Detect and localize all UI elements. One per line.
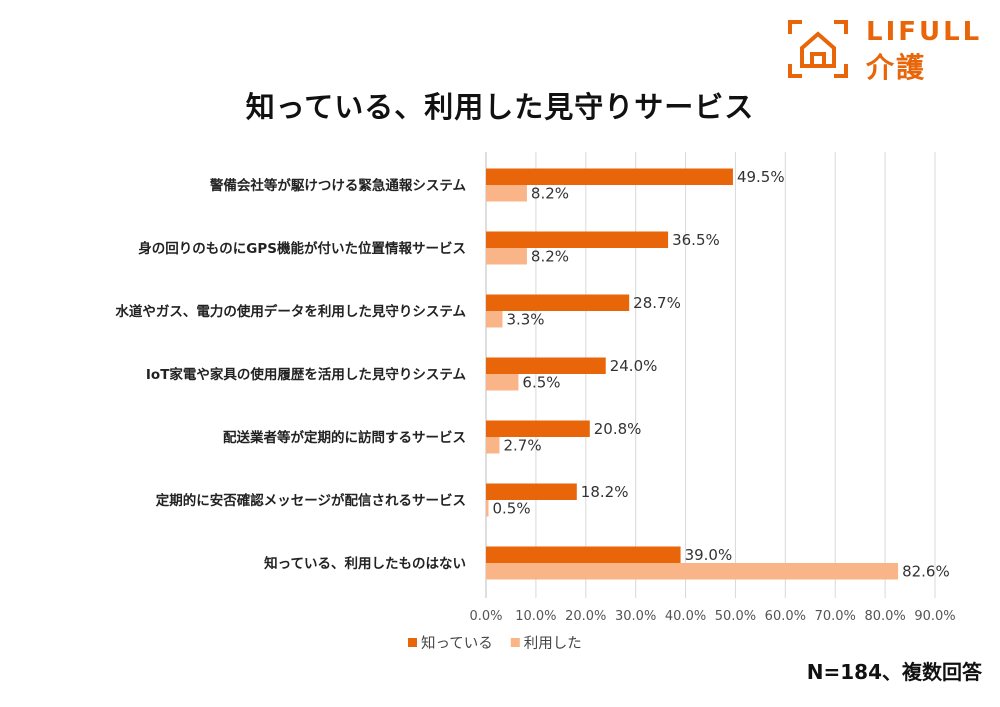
data-label: 24.0% bbox=[610, 357, 658, 375]
bar-known bbox=[486, 294, 630, 311]
data-label: 39.0% bbox=[685, 546, 733, 564]
category-label: 配送業者等が定期的に訪問するサービス bbox=[223, 429, 466, 446]
category-label: 定期的に安否確認メッセージが配信されるサービス bbox=[156, 492, 466, 509]
legend-label: 利用した bbox=[524, 635, 582, 652]
bar-known bbox=[486, 357, 606, 374]
category-label: 水道やガス、電力の使用データを利用した見守りシステム bbox=[115, 303, 466, 320]
bar-used bbox=[486, 563, 899, 580]
sample-note: N=184、複数回答 bbox=[806, 660, 982, 684]
data-label: 8.2% bbox=[531, 185, 569, 203]
category-label: 身の回りのものにGPS機能が付いた位置情報サービス bbox=[138, 240, 466, 257]
bar-used bbox=[486, 500, 489, 517]
bar-known bbox=[486, 546, 681, 563]
x-tick-label: 90.0% bbox=[914, 609, 955, 624]
brand-sub: 介護 bbox=[866, 51, 927, 84]
legend-swatch-known bbox=[408, 638, 417, 647]
x-tick-label: 50.0% bbox=[715, 609, 756, 624]
x-tick-label: 0.0% bbox=[469, 609, 502, 624]
chart-title: 知っている、利用した見守りサービス bbox=[245, 90, 755, 124]
x-tick-label: 40.0% bbox=[665, 609, 706, 624]
x-tick-label: 70.0% bbox=[815, 609, 856, 624]
category-label: IoT家電や家具の使用履歴を活用した見守りシステム bbox=[146, 366, 466, 383]
x-tick-label: 20.0% bbox=[565, 609, 606, 624]
brand-logo: LIFULL 介護 bbox=[786, 17, 986, 84]
data-label: 2.7% bbox=[503, 437, 541, 455]
data-label: 3.3% bbox=[506, 311, 544, 329]
x-tick-label: 30.0% bbox=[615, 609, 656, 624]
bar-used bbox=[486, 185, 527, 202]
bar-used bbox=[486, 248, 527, 265]
bar-known bbox=[486, 483, 577, 500]
category-label: 警備会社等が駆けつける緊急通報システム bbox=[210, 177, 466, 194]
bar-known bbox=[486, 231, 669, 248]
data-label: 36.5% bbox=[672, 231, 720, 249]
x-tick-label: 10.0% bbox=[515, 609, 556, 624]
data-label: 8.2% bbox=[531, 248, 569, 266]
category-label: 知っている、利用したものはない bbox=[264, 555, 466, 572]
data-label: 6.5% bbox=[522, 374, 560, 392]
data-label: 49.5% bbox=[737, 168, 785, 186]
data-label: 28.7% bbox=[633, 294, 681, 312]
data-label: 20.8% bbox=[594, 420, 642, 438]
bar-used bbox=[486, 374, 519, 391]
bar-known bbox=[486, 420, 590, 437]
brand-name: LIFULL bbox=[866, 17, 983, 47]
legend-swatch-used bbox=[510, 638, 520, 647]
data-label: 18.2% bbox=[581, 483, 629, 501]
house-logo-icon bbox=[788, 20, 848, 78]
data-label: 0.5% bbox=[492, 500, 530, 518]
bar-known bbox=[486, 168, 733, 185]
legend-label: 知っている bbox=[421, 635, 493, 652]
x-tick-label: 60.0% bbox=[765, 609, 806, 624]
bar-used bbox=[486, 437, 500, 454]
x-tick-label: 80.0% bbox=[864, 609, 905, 624]
data-label: 82.6% bbox=[902, 563, 950, 581]
bar-used bbox=[486, 311, 503, 328]
